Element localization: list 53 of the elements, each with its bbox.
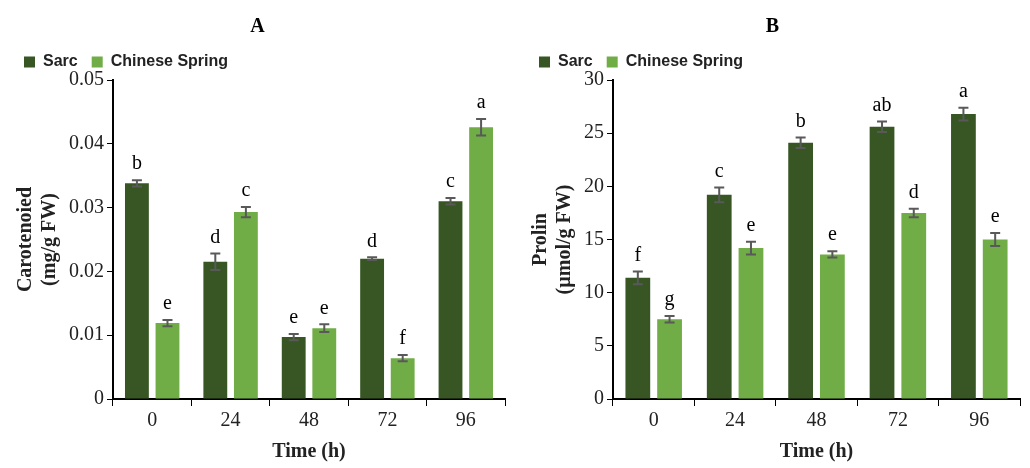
chart-title: A	[249, 14, 266, 37]
annotation: e	[990, 204, 1000, 227]
y-tick-label: 0.05	[69, 67, 104, 90]
y-tick-label: 15	[584, 226, 604, 249]
x-tick-label: 24	[220, 408, 241, 431]
y-axis-title: Carotenoied (mg/g FW)	[13, 186, 61, 293]
annotation: d	[367, 228, 378, 251]
y-tick-label: 0	[594, 386, 604, 409]
annotation: f	[399, 326, 407, 349]
y-tick-label: 30	[584, 67, 604, 90]
x-tick-label: 96	[969, 408, 990, 431]
legend-label: Chinese Spring	[110, 52, 229, 70]
y-tick-label: 0.01	[69, 322, 104, 345]
y-axis-title: Prolin (µmol/g FW)	[528, 184, 576, 295]
y-tick-label: 10	[584, 279, 604, 302]
x-tick-label: 24	[725, 408, 746, 431]
annotation: c	[446, 169, 456, 192]
x-axis-title: Time (h)	[779, 439, 854, 463]
y-tick-label: 0.02	[69, 258, 104, 281]
annotation: g	[664, 287, 675, 311]
y-tick-label: 0.04	[69, 131, 104, 154]
annotation: f	[634, 242, 642, 265]
x-tick-label: 96	[455, 408, 476, 431]
x-tick-label: 48	[299, 408, 319, 431]
annotation: ab	[872, 92, 892, 115]
annotation: c	[714, 158, 724, 181]
annotation: e	[289, 305, 299, 328]
y-tick-label: 5	[594, 333, 604, 356]
y-tick-label: 0	[94, 386, 104, 409]
y-tick-label: 25	[584, 120, 604, 143]
legend-label: Sarc	[43, 52, 78, 70]
chart-title: B	[764, 14, 781, 37]
x-tick-label: 48	[806, 408, 827, 431]
legend-label: Chinese Spring	[625, 52, 744, 70]
annotation: c	[241, 178, 251, 201]
annotation: e	[827, 222, 837, 245]
annotation: d	[210, 224, 221, 247]
x-tick-label: 0	[648, 408, 659, 431]
annotation: a	[958, 78, 968, 101]
annotation: b	[795, 108, 806, 131]
x-tick-label: 0	[147, 408, 158, 431]
annotation: a	[476, 90, 486, 113]
legend-label: Sarc	[558, 52, 593, 70]
x-tick-label: 72	[377, 408, 398, 431]
annotation: e	[163, 291, 173, 314]
annotation: d	[908, 179, 919, 202]
y-tick-label: 20	[584, 173, 604, 196]
annotation: e	[746, 212, 756, 235]
y-tick-label: 0.03	[69, 194, 104, 217]
x-tick-label: 72	[887, 408, 908, 431]
annotation: e	[319, 295, 329, 318]
x-axis-title: Time (h)	[272, 439, 346, 463]
annotation: b	[131, 151, 142, 174]
